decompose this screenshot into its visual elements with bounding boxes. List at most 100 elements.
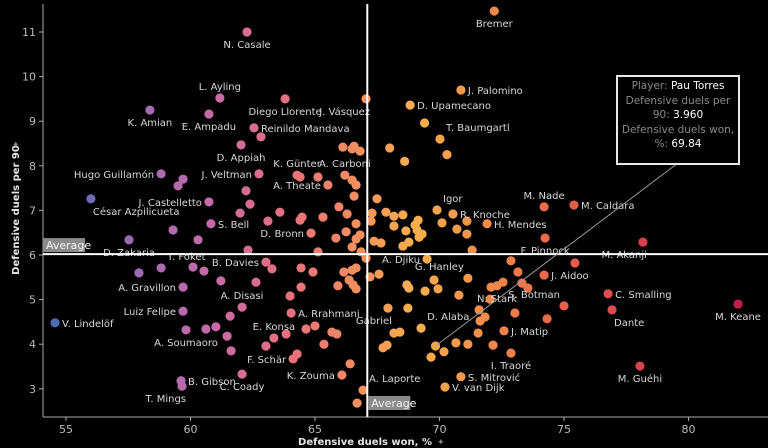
data-point[interactable] <box>462 229 472 239</box>
data-point[interactable] <box>267 264 277 274</box>
data-point[interactable] <box>482 219 492 229</box>
data-point[interactable] <box>539 202 549 212</box>
data-point[interactable] <box>308 267 318 277</box>
data-point[interactable] <box>401 226 411 236</box>
data-point[interactable] <box>340 170 350 180</box>
data-point[interactable] <box>199 266 209 276</box>
data-point[interactable] <box>204 109 214 119</box>
data-point[interactable] <box>215 93 225 103</box>
data-point[interactable] <box>473 328 483 338</box>
data-point[interactable] <box>376 238 386 248</box>
data-point[interactable] <box>296 282 306 292</box>
data-point[interactable] <box>414 232 424 242</box>
data-point[interactable] <box>351 263 361 273</box>
data-point[interactable] <box>297 212 307 222</box>
data-point[interactable] <box>351 284 361 294</box>
data-point[interactable] <box>382 340 392 350</box>
data-point[interactable] <box>351 219 361 229</box>
data-point[interactable] <box>506 348 516 358</box>
data-point[interactable] <box>355 146 365 156</box>
data-point[interactable] <box>249 123 259 133</box>
data-point[interactable] <box>251 277 261 287</box>
data-point[interactable] <box>389 221 399 231</box>
data-point[interactable] <box>261 257 271 267</box>
data-point[interactable] <box>241 186 251 196</box>
data-point[interactable] <box>235 208 245 218</box>
data-point[interactable] <box>347 242 357 252</box>
data-point[interactable] <box>358 385 368 395</box>
data-point[interactable] <box>286 308 296 318</box>
data-point[interactable] <box>349 191 359 201</box>
data-point[interactable] <box>419 118 430 128</box>
data-point[interactable] <box>451 338 461 348</box>
data-point[interactable] <box>398 210 408 220</box>
data-point[interactable] <box>542 314 552 324</box>
data-point[interactable] <box>351 180 361 190</box>
data-point[interactable] <box>369 236 379 246</box>
data-point[interactable] <box>429 275 439 285</box>
data-point[interactable] <box>334 202 344 212</box>
data-point[interactable] <box>306 228 316 238</box>
data-point[interactable] <box>395 327 405 337</box>
data-point[interactable] <box>281 329 291 339</box>
data-point[interactable] <box>338 142 348 152</box>
y-axis-pin-icon[interactable]: ✦ <box>12 140 22 148</box>
data-point[interactable] <box>134 268 144 278</box>
data-point[interactable] <box>454 290 464 300</box>
data-point[interactable] <box>569 200 579 210</box>
data-point[interactable] <box>204 197 214 207</box>
data-point[interactable] <box>280 94 290 104</box>
data-point[interactable] <box>474 305 484 315</box>
data-point[interactable] <box>372 194 382 204</box>
data-point[interactable] <box>420 286 430 296</box>
data-point[interactable] <box>178 174 188 184</box>
data-point[interactable] <box>433 284 443 294</box>
data-point[interactable] <box>559 301 569 311</box>
data-point[interactable] <box>124 235 134 245</box>
data-point[interactable] <box>145 105 155 115</box>
data-point[interactable] <box>173 181 183 191</box>
data-point[interactable] <box>352 398 362 408</box>
data-point[interactable] <box>301 324 311 334</box>
data-point[interactable] <box>426 352 436 362</box>
data-point[interactable] <box>222 331 232 341</box>
data-point[interactable] <box>341 227 351 237</box>
data-point[interactable] <box>439 347 449 357</box>
data-point[interactable] <box>292 170 302 180</box>
data-point[interactable] <box>733 299 743 309</box>
data-point[interactable] <box>513 267 523 277</box>
data-point[interactable] <box>383 303 393 313</box>
data-point[interactable] <box>510 308 520 318</box>
data-point[interactable] <box>361 253 371 263</box>
data-point[interactable] <box>385 143 395 153</box>
data-point[interactable] <box>254 169 264 179</box>
data-point[interactable] <box>638 237 648 247</box>
data-point[interactable] <box>333 281 343 291</box>
data-point[interactable] <box>607 305 617 315</box>
data-point[interactable] <box>319 339 329 349</box>
data-point[interactable] <box>201 324 211 334</box>
data-point[interactable] <box>256 132 266 142</box>
data-point[interactable] <box>86 194 96 204</box>
data-point[interactable] <box>492 281 502 291</box>
data-point[interactable] <box>435 134 445 144</box>
data-point[interactable] <box>156 263 166 273</box>
data-point[interactable] <box>211 322 221 332</box>
data-point[interactable] <box>178 282 188 292</box>
data-point[interactable] <box>440 382 450 392</box>
data-point[interactable] <box>404 283 414 293</box>
data-point[interactable] <box>168 225 178 235</box>
x-axis-pin-icon[interactable]: ✦ <box>437 438 445 448</box>
data-point[interactable] <box>361 94 371 104</box>
data-point[interactable] <box>345 359 355 369</box>
data-point[interactable] <box>463 273 473 283</box>
data-point[interactable] <box>342 209 352 219</box>
data-point[interactable] <box>318 212 328 222</box>
data-point[interactable] <box>178 306 188 316</box>
data-point[interactable] <box>288 354 298 364</box>
data-point[interactable] <box>416 323 426 333</box>
data-point[interactable] <box>540 233 550 243</box>
data-point[interactable] <box>422 254 432 264</box>
data-point[interactable] <box>263 216 273 226</box>
data-point[interactable] <box>400 156 410 166</box>
